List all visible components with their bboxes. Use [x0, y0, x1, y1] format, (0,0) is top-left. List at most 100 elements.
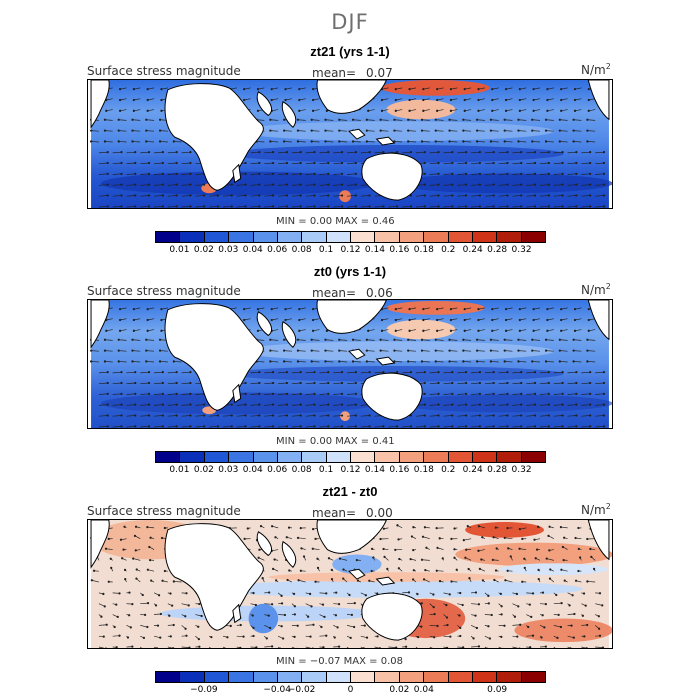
wind-vector-head	[158, 129, 162, 132]
wind-vector	[471, 404, 480, 406]
panel-2-minmax: MIN = 0.00 MAX = 0.41	[276, 436, 395, 447]
wind-vector	[388, 205, 398, 208]
wind-vector	[408, 350, 416, 352]
wind-vector-head	[529, 646, 532, 648]
wind-vector-head	[572, 129, 575, 132]
wind-vector-head	[298, 308, 301, 311]
wind-vector	[429, 646, 433, 648]
wind-vector	[118, 339, 127, 341]
wind-vector-head	[159, 636, 162, 639]
wind-vector-head	[532, 109, 535, 112]
wind-vector	[360, 205, 370, 208]
wind-vector-head	[492, 414, 495, 417]
wind-vector-head	[492, 381, 495, 385]
wind-vector	[421, 361, 430, 363]
wind-vector-head	[451, 414, 454, 417]
wind-vector-head	[407, 360, 410, 363]
wind-vector-head	[216, 414, 220, 417]
wind-vector-head	[589, 547, 592, 551]
wind-vector-head	[560, 109, 563, 112]
wind-vector-head	[340, 371, 344, 374]
wind-vector-head	[299, 526, 302, 530]
wind-vector-head	[589, 381, 592, 385]
wind-vector	[250, 393, 260, 395]
wind-vector-head	[506, 205, 509, 208]
wind-vector-head	[113, 625, 116, 629]
wind-vector	[388, 646, 397, 648]
wind-vector-head	[434, 118, 437, 121]
wind-vector-head	[189, 371, 192, 374]
wind-vector-head	[284, 308, 287, 311]
wind-vector-head	[171, 604, 174, 607]
colorbar-swatch	[156, 452, 181, 462]
wind-vector	[311, 361, 320, 363]
wind-vector-head	[189, 425, 192, 428]
wind-vector	[595, 184, 604, 186]
wind-vector-head	[420, 118, 424, 121]
wind-vector	[284, 361, 292, 363]
wind-vector	[325, 119, 334, 121]
wind-vector	[167, 415, 177, 417]
wind-vector	[581, 151, 591, 154]
wind-vector-head	[243, 98, 246, 102]
wind-vector-head	[363, 624, 366, 627]
wind-vector	[394, 119, 403, 121]
wind-vector	[559, 339, 568, 341]
wind-vector	[443, 425, 453, 428]
wind-vector-head	[517, 118, 520, 121]
wind-vector	[112, 184, 122, 186]
wind-vector-head	[379, 129, 382, 132]
wind-vector-head	[407, 349, 410, 352]
wind-vector	[540, 393, 549, 395]
colorbar-tick-label: 0.04	[242, 245, 263, 255]
wind-vector-head	[462, 140, 465, 143]
wind-vector	[112, 425, 122, 428]
wind-vector-head	[243, 308, 246, 311]
wind-vector-head	[334, 614, 338, 617]
wind-vector	[104, 130, 113, 132]
wind-vector	[567, 415, 577, 417]
wind-vector-head	[296, 118, 300, 121]
wind-vector	[98, 393, 108, 395]
wind-vector	[353, 339, 361, 341]
wind-vector-head	[134, 172, 137, 175]
wind-vector-head	[575, 414, 578, 417]
wind-vector-head	[134, 371, 137, 374]
wind-vector	[504, 350, 513, 352]
wind-vector-head	[506, 172, 509, 175]
wind-vector	[140, 162, 150, 165]
colorbar-tick-label: 0.06	[267, 245, 288, 255]
wind-vector-head	[489, 129, 493, 132]
wind-vector-head	[420, 129, 424, 132]
colorbar-tick-label: 0.32	[511, 465, 532, 475]
wind-vector	[573, 350, 582, 352]
wind-vector-head	[532, 318, 535, 322]
wind-vector	[526, 195, 536, 197]
wind-vector-head	[535, 548, 539, 551]
wind-vector-head	[503, 624, 506, 627]
wind-vector-head	[558, 140, 561, 143]
wind-vector	[270, 350, 279, 352]
wind-vector-head	[244, 403, 247, 406]
wind-vector-head	[123, 568, 127, 572]
wind-vector-head	[367, 109, 370, 112]
wind-vector-head	[286, 578, 289, 582]
wind-vector-head	[478, 194, 482, 197]
wind-vector-head	[518, 109, 521, 112]
wind-vector	[374, 371, 384, 374]
wind-vector-head	[436, 308, 439, 311]
wind-vector	[504, 339, 513, 341]
wind-vector	[512, 173, 522, 175]
wind-vector-head	[353, 625, 356, 629]
wind-vector-head	[255, 646, 258, 648]
wind-vector-head	[584, 604, 587, 607]
wind-vector-head	[154, 604, 158, 607]
wind-vector	[435, 350, 444, 352]
wind-vector-head	[589, 425, 592, 428]
wind-vector	[518, 119, 527, 121]
wind-vector	[471, 425, 480, 428]
wind-vector	[415, 646, 418, 648]
wind-vector-head	[106, 161, 109, 165]
wind-vector-head	[230, 425, 233, 428]
wind-vector	[195, 184, 205, 186]
